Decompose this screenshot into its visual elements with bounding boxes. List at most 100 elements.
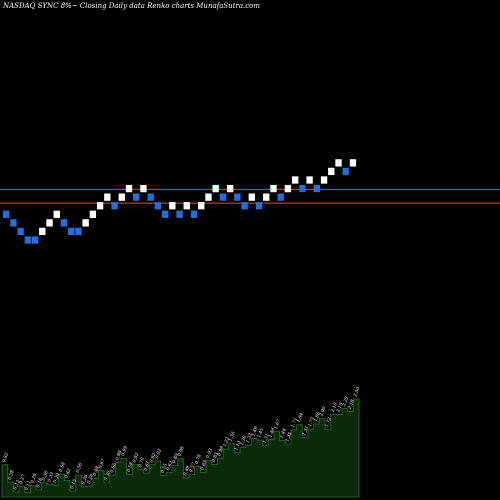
volume-label: 0.99 (120, 445, 129, 457)
renko-brick-down (3, 210, 10, 218)
volume-label: 1.51 (301, 425, 310, 436)
volume-label: 0.58 (126, 461, 135, 473)
volume-label: 0.99 (216, 445, 225, 457)
volume-label: 0.28 (86, 473, 95, 485)
renko-brick-up (104, 193, 111, 201)
renko-brick-down (31, 236, 39, 244)
volume-label: 2.10 (329, 402, 338, 415)
renko-brick-down (277, 193, 284, 201)
renko-brick-up (169, 202, 176, 210)
volume-label: 0.42 (63, 468, 72, 480)
volume-label: 1.13 (233, 440, 242, 452)
renko-brick-down (342, 167, 349, 176)
volume-label: 1.32 (245, 432, 254, 444)
volume-label: 0.82 (148, 452, 157, 464)
volume-label: 0.80 (171, 453, 180, 465)
volume-label: 0.83 (211, 452, 220, 464)
volume-label: 1.84 (296, 412, 305, 424)
volume-label: 0.92 (154, 448, 163, 460)
renko-brick-down (68, 227, 75, 236)
renko-brick-down (133, 193, 140, 201)
volume-label: 0.48 (92, 465, 101, 477)
volume-label: 2.50 (352, 386, 361, 399)
renko-brick-down (17, 227, 24, 236)
volume-area (1, 398, 360, 498)
volume-label: 0.70 (137, 457, 146, 469)
renko-brick-up (270, 184, 277, 193)
renko-brick-up (284, 184, 292, 193)
volume-label: 0.15 (69, 478, 78, 490)
renko-brick-down (234, 193, 241, 201)
volume-label: 0.38 (7, 469, 16, 481)
volume-label: 1.26 (239, 435, 248, 447)
volume-label: 0.58 (58, 461, 67, 473)
renko-brick-down (147, 193, 154, 201)
volume-label: 0.56 (75, 462, 84, 474)
renko-brick-up (349, 159, 357, 167)
volume-label: 0.82 (1, 452, 10, 464)
volume-label: 0.49 (182, 465, 191, 477)
renko-brick-up (263, 193, 270, 201)
volume-label: 0.26 (80, 474, 89, 486)
volume-label: 0.57 (188, 462, 197, 474)
volume-label: 0.78 (194, 453, 203, 465)
volume-label: 0.61 (143, 460, 152, 471)
renko-brick-up (53, 210, 60, 218)
renko-brick-up (328, 167, 335, 176)
volume-label: 1.67 (273, 419, 282, 431)
volume-label: 2.25 (341, 396, 350, 409)
renko-brick-down (161, 210, 169, 218)
renko-brick-up (198, 202, 205, 210)
renko-brick-up (226, 184, 234, 193)
volume-label: 0.30 (52, 472, 61, 484)
renko-brick-down (24, 236, 32, 244)
volume-label: 1.44 (279, 428, 288, 440)
volume-label: 0.93 (205, 448, 214, 460)
volume-label: 0.11 (24, 480, 33, 491)
volume-label: 1.73 (307, 416, 316, 428)
chart-title: NASDAQ SYNC 8%~ Closing Daily data Renko… (3, 2, 261, 10)
renko-brick-down (299, 184, 306, 193)
volume-label: 0.88 (114, 450, 123, 462)
volume-label: 1.36 (228, 431, 237, 443)
volume-label: 0.63 (199, 459, 208, 471)
volume-label: 2.00 (318, 406, 327, 419)
renko-brick-down (75, 227, 82, 236)
renko-brick-down (255, 202, 263, 210)
renko-brick-up (205, 193, 212, 201)
volume-label: 0.36 (103, 470, 112, 482)
volume-label: 0.36 (41, 470, 50, 482)
volume-label: 1.45 (256, 427, 265, 439)
renko-brick-down (241, 202, 248, 210)
volume-label: 1.86 (313, 411, 322, 423)
renko-brick-up (183, 202, 190, 210)
renko-brick-down (176, 210, 183, 218)
volume-label: 0.67 (97, 458, 106, 470)
volume-label: 0.29 (29, 473, 38, 485)
volume-label: 0.82 (131, 452, 140, 464)
volume-label: 0.98 (177, 446, 186, 458)
renko-brick-up (118, 193, 125, 201)
renko-brick-up (39, 227, 46, 236)
renko-brick-up (291, 176, 299, 184)
renko-brick-up (96, 202, 104, 210)
volume-label: 0.27 (18, 473, 27, 485)
volume-label: 0.13 (12, 479, 21, 491)
renko-brick-up (82, 219, 89, 227)
renko-brick-up (140, 184, 147, 193)
renko-brick-down (10, 219, 17, 227)
volume-label: 0.55 (160, 462, 169, 474)
volume-label: 1.35 (284, 431, 293, 443)
volume-label: 0.33 (46, 471, 55, 483)
renko-brick-down (60, 219, 68, 227)
renko-brick-down (313, 184, 321, 193)
renko-brick-up (306, 176, 313, 184)
renko-brick-up (125, 184, 133, 193)
renko-brick-down (154, 202, 162, 210)
volume-label: 1.46 (267, 427, 276, 439)
renko-brick-up (212, 184, 219, 193)
renko-brick-up (335, 159, 342, 167)
renko-brick-up (248, 193, 255, 201)
